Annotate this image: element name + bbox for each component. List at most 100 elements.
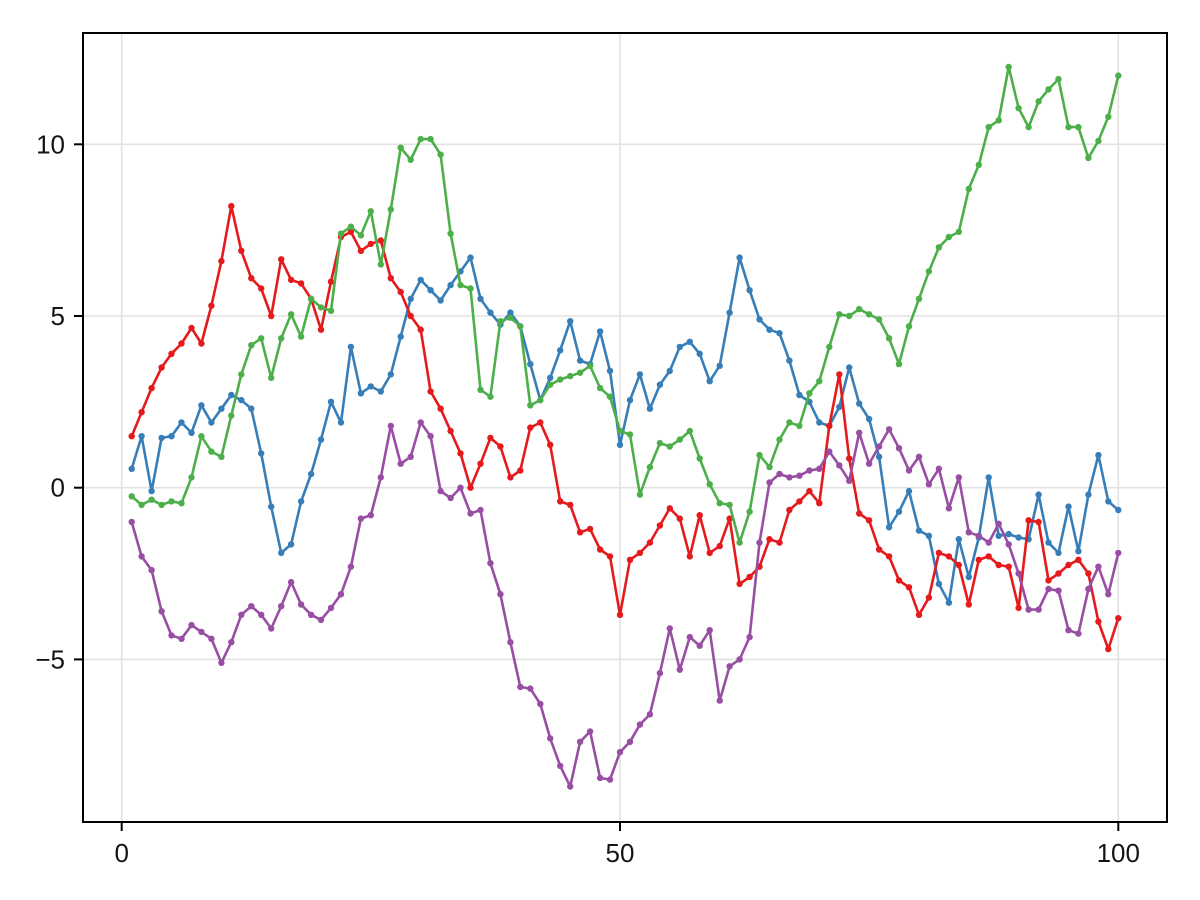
series3-green-marker-60	[716, 500, 723, 507]
series4-purple-marker-72	[836, 462, 843, 469]
series3-green-marker-39	[507, 314, 514, 321]
series2-red-marker-50	[616, 611, 624, 618]
series1-blue-marker-4	[158, 434, 165, 442]
series3-green-marker-89	[1005, 63, 1012, 71]
series4-purple-marker-84	[955, 474, 962, 481]
series2-red-marker-88	[995, 561, 1002, 569]
series2-red-marker-51	[626, 556, 634, 563]
series2-red-marker-70	[816, 500, 823, 507]
series2-red-marker-91	[1025, 517, 1032, 524]
series4-purple-marker-32	[437, 487, 444, 495]
series4-purple-marker-27	[387, 422, 394, 430]
series4-purple-marker-52	[636, 721, 644, 728]
series2-red-marker-86	[975, 556, 982, 563]
series4-purple-marker-6	[178, 635, 185, 642]
series2-red-marker-73	[846, 455, 853, 462]
series1-blue-marker-35	[467, 254, 474, 261]
series3-green-marker-67	[786, 419, 793, 426]
series2-red-marker-68	[796, 498, 803, 505]
series3-green-marker-40	[517, 323, 524, 330]
series1-blue-marker-26	[377, 388, 384, 395]
series3-green-marker-76	[875, 316, 883, 323]
series3-green-marker-9	[208, 448, 215, 455]
series3-green-marker-53	[646, 463, 654, 471]
series3-green-marker-66	[776, 436, 783, 443]
series1-blue-marker-59	[706, 378, 713, 385]
series2-red-marker-56	[676, 515, 683, 522]
series4-purple-marker-30	[417, 419, 424, 426]
series4-purple-marker-56	[676, 666, 683, 673]
series1-blue-marker-48	[596, 328, 604, 335]
series3-green-marker-11	[228, 412, 235, 419]
series3-green-marker-73	[846, 312, 853, 320]
series1-blue-marker-89	[1005, 530, 1012, 538]
series2-red-marker-12	[238, 247, 245, 254]
series4-purple-marker-19	[307, 611, 315, 618]
series2-red-marker-92	[1035, 518, 1042, 526]
series4-purple-marker-62	[736, 656, 743, 663]
series3-green-marker-56	[676, 436, 683, 443]
series1-blue-marker-16	[278, 549, 285, 557]
series1-blue-marker-94	[1055, 549, 1062, 557]
series1-blue-marker-98	[1095, 451, 1102, 459]
series3-green-marker-46	[576, 369, 584, 376]
series2-red-marker-9	[208, 302, 215, 309]
series4-purple-marker-44	[557, 762, 564, 770]
series3-green-marker-2	[138, 501, 145, 509]
series4-purple-marker-51	[626, 738, 634, 745]
series1-blue-marker-17	[287, 541, 295, 548]
series1-blue-marker-8	[198, 402, 205, 409]
series4-purple-marker-93	[1045, 585, 1052, 593]
series4-purple-marker-98	[1095, 563, 1102, 570]
series2-red-marker-60	[716, 542, 723, 550]
series4-purple-marker-39	[507, 639, 514, 646]
series2-red-marker-18	[297, 280, 305, 287]
series2-red-marker-71	[826, 422, 833, 430]
series1-blue-marker-7	[188, 429, 195, 436]
series3-green-marker-5	[168, 498, 175, 505]
data-series	[128, 63, 1122, 790]
series3-green-marker-37	[487, 393, 494, 400]
series4-purple-marker-24	[357, 515, 365, 522]
series3-green-marker-17	[287, 311, 295, 318]
series3-green-marker-29	[407, 156, 414, 163]
series3-green-marker-94	[1055, 75, 1062, 83]
series3-green-marker-47	[586, 362, 594, 369]
series2-red-marker-1	[128, 433, 135, 440]
series1-blue-marker-12	[238, 396, 245, 404]
series3-green-marker-45	[567, 372, 574, 380]
series2-red-marker-77	[885, 553, 893, 560]
series3-green-marker-95	[1065, 123, 1072, 131]
series1-blue-marker-62	[736, 254, 743, 261]
series3-green-marker-55	[666, 443, 673, 450]
series2-red-marker-80	[915, 611, 923, 618]
series4-purple-marker-76	[875, 443, 883, 450]
series4-purple-marker-96	[1075, 630, 1082, 637]
series1-blue-marker-13	[248, 405, 255, 412]
series3-green-marker-19	[307, 295, 315, 302]
series3-green-marker-81	[925, 268, 933, 275]
series4-purple-marker-77	[885, 426, 893, 433]
series3-green-marker-72	[836, 311, 843, 318]
series4-purple-marker-99	[1105, 591, 1112, 598]
series2-red-marker-87	[985, 553, 992, 560]
series1-blue-marker-10	[218, 405, 225, 412]
series4-purple-marker-21	[327, 604, 335, 612]
series3-green-marker-58	[696, 455, 703, 462]
series3-green-marker-26	[377, 261, 384, 268]
series1-blue-marker-31	[427, 287, 434, 294]
series4-purple-marker-60	[716, 697, 723, 704]
series2-red-marker-48	[596, 546, 604, 553]
series4-purple-marker-70	[816, 465, 823, 472]
series4-purple-marker-3	[148, 566, 155, 574]
series4-purple-marker-38	[497, 591, 504, 598]
series2-red-marker-100	[1115, 615, 1122, 622]
series1-blue-marker-53	[646, 405, 654, 412]
series3-green-marker-16	[278, 335, 285, 342]
series3-green-marker-99	[1105, 113, 1112, 121]
series2-red-marker-62	[736, 580, 743, 588]
plot-frame	[82, 32, 1168, 823]
series3-green-marker-20	[317, 304, 325, 311]
series3-green-marker-36	[477, 386, 484, 393]
series2-red-marker-14	[258, 285, 265, 292]
